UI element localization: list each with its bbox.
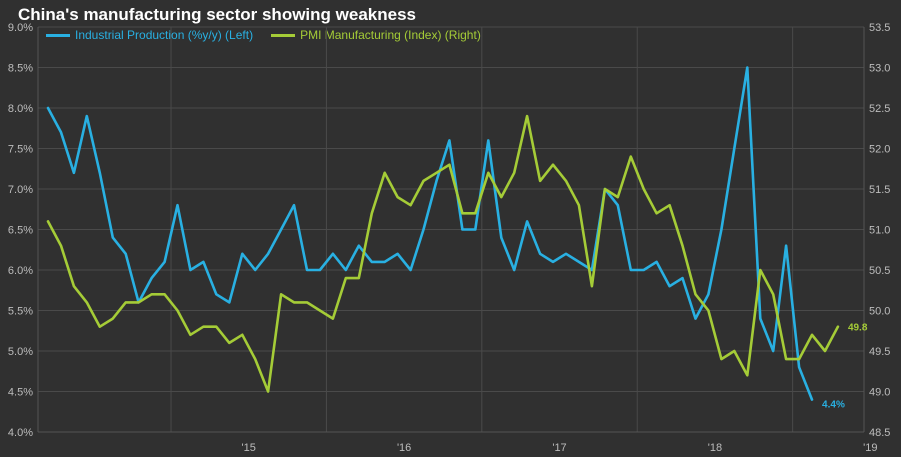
- end-label-industrial-production: 4.4%: [822, 400, 845, 411]
- y-left-tick-label: 7.0%: [8, 184, 33, 196]
- y-right-tick-label: 53.0: [869, 63, 890, 75]
- y-right-tick-label: 50.5: [869, 265, 890, 277]
- y-left-tick-label: 7.5%: [8, 144, 33, 156]
- y-right-tick-label: 51.0: [869, 225, 890, 237]
- x-tick-label: '19: [863, 442, 877, 454]
- y-right-tick-label: 49.0: [869, 387, 890, 399]
- y-left-tick-label: 8.0%: [8, 103, 33, 115]
- y-right-tick-label: 49.5: [869, 346, 890, 358]
- y-right-tick-label: 51.5: [869, 184, 890, 196]
- y-right-tick-label: 52.5: [869, 103, 890, 115]
- y-left-tick-label: 4.0%: [8, 427, 33, 439]
- y-left-tick-label: 6.5%: [8, 225, 33, 237]
- legend: Industrial Production (%y/y) (Left) PMI …: [46, 28, 499, 42]
- legend-item-pmi: PMI Manufacturing (Index) (Right): [271, 28, 481, 42]
- y-left-tick-label: 5.5%: [8, 306, 33, 318]
- x-tick-label: '15: [242, 442, 256, 454]
- legend-swatch-industrial-production: [46, 33, 70, 37]
- y-right-tick-label: 50.0: [869, 306, 890, 318]
- x-tick-label: '16: [397, 442, 411, 454]
- legend-item-industrial-production: Industrial Production (%y/y) (Left): [46, 28, 253, 42]
- y-left-tick-label: 9.0%: [8, 22, 33, 34]
- series-line-industrial-production: [46, 66, 814, 401]
- y-left-tick-label: 4.5%: [8, 387, 33, 399]
- chart-title: China's manufacturing sector showing wea…: [18, 5, 416, 24]
- x-tick-label: '18: [708, 442, 722, 454]
- end-label-pmi: 49.8: [848, 323, 868, 334]
- y-right-tick-label: 48.5: [869, 427, 890, 439]
- y-left-tick-label: 6.0%: [8, 265, 33, 277]
- y-right-tick-label: 52.0: [869, 144, 890, 156]
- x-tick-label: '17: [552, 442, 566, 454]
- legend-label-pmi: PMI Manufacturing (Index) (Right): [300, 28, 481, 42]
- legend-label-industrial-production: Industrial Production (%y/y) (Left): [75, 28, 254, 42]
- y-left-tick-label: 5.0%: [8, 346, 33, 358]
- y-right-tick-label: 53.5: [869, 22, 890, 34]
- y-left-tick-label: 8.5%: [8, 63, 33, 75]
- legend-swatch-pmi: [271, 33, 296, 37]
- series-line-pmi: [46, 114, 840, 393]
